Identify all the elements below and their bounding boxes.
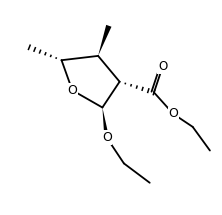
Text: O: O bbox=[67, 84, 77, 97]
Polygon shape bbox=[98, 25, 111, 56]
Text: O: O bbox=[168, 108, 178, 120]
Text: O: O bbox=[102, 131, 112, 144]
Text: O: O bbox=[158, 60, 167, 73]
Polygon shape bbox=[102, 108, 109, 138]
